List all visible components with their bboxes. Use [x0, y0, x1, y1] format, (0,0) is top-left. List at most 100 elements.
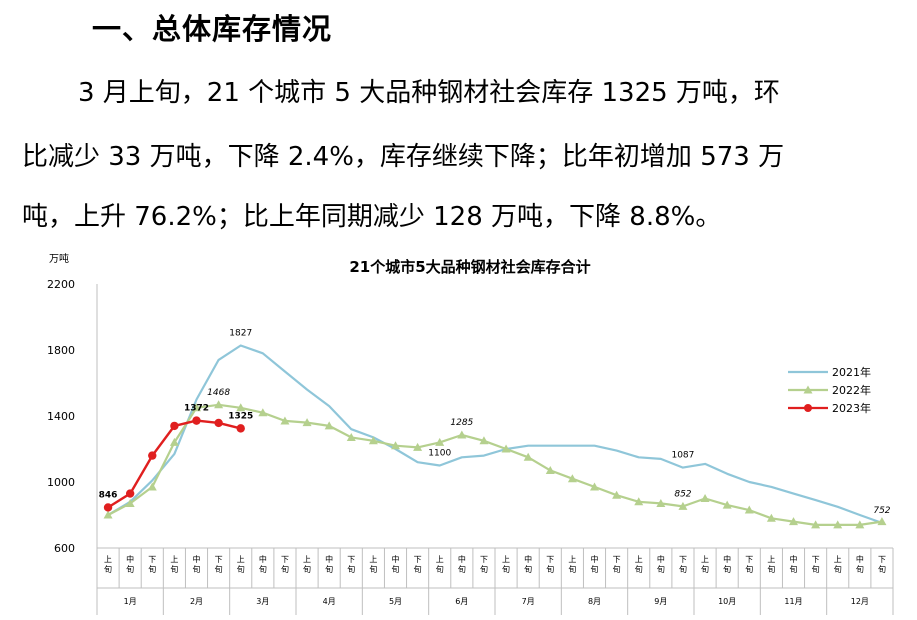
x-tick-label: 旬: [591, 564, 599, 574]
data-point-triangle: [855, 520, 865, 529]
data-label: 846: [99, 490, 118, 500]
month-label: 6月: [455, 597, 468, 606]
paragraph-line-2: 比减少 33 万吨，下降 2.4%，库存继续下降；比年初增加 573 万: [22, 142, 785, 172]
data-label: 1285: [450, 418, 473, 428]
data-point-triangle: [324, 421, 334, 430]
x-tick-label: 下: [679, 555, 687, 564]
x-tick-label: 上: [104, 555, 112, 564]
x-tick-label: 旬: [613, 564, 621, 574]
x-tick-label: 下: [347, 555, 355, 564]
x-tick-label: 旬: [812, 564, 820, 574]
data-point-triangle: [545, 465, 555, 474]
data-point-circle: [236, 424, 245, 433]
x-tick-label: 上: [568, 555, 576, 564]
x-tick-label: 旬: [723, 564, 731, 574]
x-tick-label: 下: [148, 555, 156, 564]
data-point-triangle: [147, 482, 157, 491]
data-point-triangle: [833, 520, 843, 529]
data-point-circle: [192, 416, 201, 425]
data-label: 752: [873, 506, 890, 516]
x-tick-label: 旬: [436, 564, 444, 574]
data-point-triangle: [766, 513, 776, 522]
data-label: 1372: [184, 404, 209, 414]
x-tick-label: 旬: [215, 564, 223, 574]
x-tick-label: 下: [414, 555, 422, 564]
data-point-circle: [125, 489, 135, 498]
x-tick-label: 旬: [458, 564, 466, 574]
data-point-triangle: [789, 517, 798, 526]
paragraph-line-1: 3 月上旬，21 个城市 5 大品种钢材社会库存 1325 万吨，环: [78, 78, 780, 108]
x-tick-label: 上: [701, 555, 709, 564]
x-tick-label: 旬: [193, 564, 201, 574]
data-label: 1100: [428, 449, 451, 459]
x-tick-label: 旬: [369, 564, 377, 574]
month-label: 1月: [124, 597, 137, 606]
x-tick-label: 旬: [568, 564, 576, 574]
x-tick-label: 旬: [259, 564, 267, 574]
x-tick-label: 旬: [878, 564, 886, 574]
y-tick-label: 2200: [47, 278, 75, 291]
series-line-2: [107, 403, 883, 526]
data-point-circle: [103, 503, 113, 512]
x-tick-label: 旬: [148, 564, 156, 574]
data-point-triangle: [103, 510, 113, 519]
plot-area: 2200180014001000600上旬中旬下旬上旬中旬下旬上旬中旬下旬上旬中…: [47, 278, 894, 615]
x-tick-label: 旬: [325, 564, 333, 574]
data-point-triangle: [523, 452, 533, 461]
x-tick-label: 上: [170, 555, 178, 564]
legend-marker-circle: [804, 404, 812, 412]
x-tick-label: 上: [767, 555, 775, 564]
x-tick-label: 旬: [834, 564, 842, 574]
data-point-triangle: [391, 441, 400, 450]
data-label: 1325: [228, 411, 253, 421]
month-label: 8月: [588, 597, 601, 606]
x-tick-label: 中: [524, 554, 532, 564]
x-tick-label: 中: [856, 554, 864, 564]
x-tick-label: 旬: [347, 564, 355, 574]
data-point-circle: [170, 421, 179, 431]
x-tick-label: 中: [126, 554, 134, 564]
x-tick-label: 旬: [524, 564, 532, 574]
y-tick-label: 600: [54, 542, 75, 555]
x-tick-label: 上: [834, 555, 842, 564]
month-label: 3月: [256, 597, 269, 606]
x-tick-label: 下: [281, 555, 289, 564]
data-point-triangle: [567, 474, 577, 483]
data-point-triangle: [169, 437, 179, 446]
data-label: 1468: [207, 388, 230, 398]
x-tick-label: 下: [745, 555, 753, 564]
data-point-triangle: [236, 403, 246, 412]
x-tick-label: 旬: [126, 564, 134, 574]
data-point-triangle: [413, 442, 423, 451]
x-tick-label: 上: [303, 555, 311, 564]
x-tick-label: 下: [480, 555, 488, 564]
chart-title: 21个城市5大品种钢材社会库存合计: [349, 258, 590, 276]
data-point-triangle: [457, 430, 467, 439]
x-tick-label: 旬: [635, 564, 643, 574]
x-tick-label: 旬: [856, 564, 864, 574]
data-point-triangle: [877, 517, 887, 526]
data-point-triangle: [192, 403, 201, 412]
x-tick-label: 下: [613, 555, 621, 564]
x-tick-label: 旬: [281, 564, 289, 574]
month-label: 7月: [522, 597, 535, 606]
x-tick-label: 旬: [546, 564, 554, 574]
x-tick-label: 旬: [480, 564, 488, 574]
data-point-triangle: [479, 436, 489, 445]
x-tick-label: 上: [436, 555, 444, 564]
month-label: 5月: [389, 597, 402, 606]
data-point-circle: [148, 451, 157, 460]
legend-label: 2022年: [832, 383, 871, 397]
x-tick-label: 中: [193, 554, 201, 564]
x-tick-label: 旬: [170, 564, 178, 574]
x-tick-label: 中: [723, 554, 731, 564]
x-tick-label: 旬: [790, 564, 798, 574]
x-tick-label: 中: [392, 554, 400, 564]
y-axis-unit-label: 万吨: [49, 252, 69, 265]
data-point-triangle: [590, 482, 599, 491]
x-tick-label: 旬: [104, 564, 112, 574]
month-label: 11月: [784, 597, 802, 606]
data-label: 852: [674, 489, 691, 499]
x-tick-label: 下: [878, 555, 886, 564]
data-label: 1827: [229, 329, 252, 339]
